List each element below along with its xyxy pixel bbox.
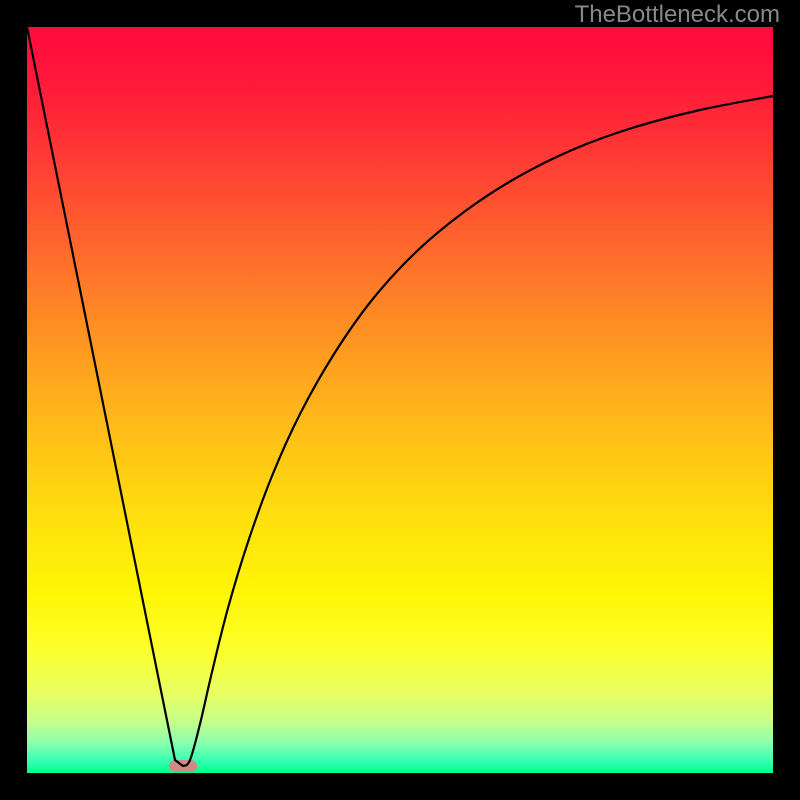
watermark-text: TheBottleneck.com xyxy=(575,1,780,28)
frame-left xyxy=(0,0,27,800)
bottleneck-chart: TheBottleneck.com xyxy=(0,0,800,800)
frame-right xyxy=(773,0,800,800)
frame-bottom xyxy=(0,773,800,800)
chart-container: TheBottleneck.com xyxy=(0,0,800,800)
gradient-background xyxy=(27,27,773,773)
